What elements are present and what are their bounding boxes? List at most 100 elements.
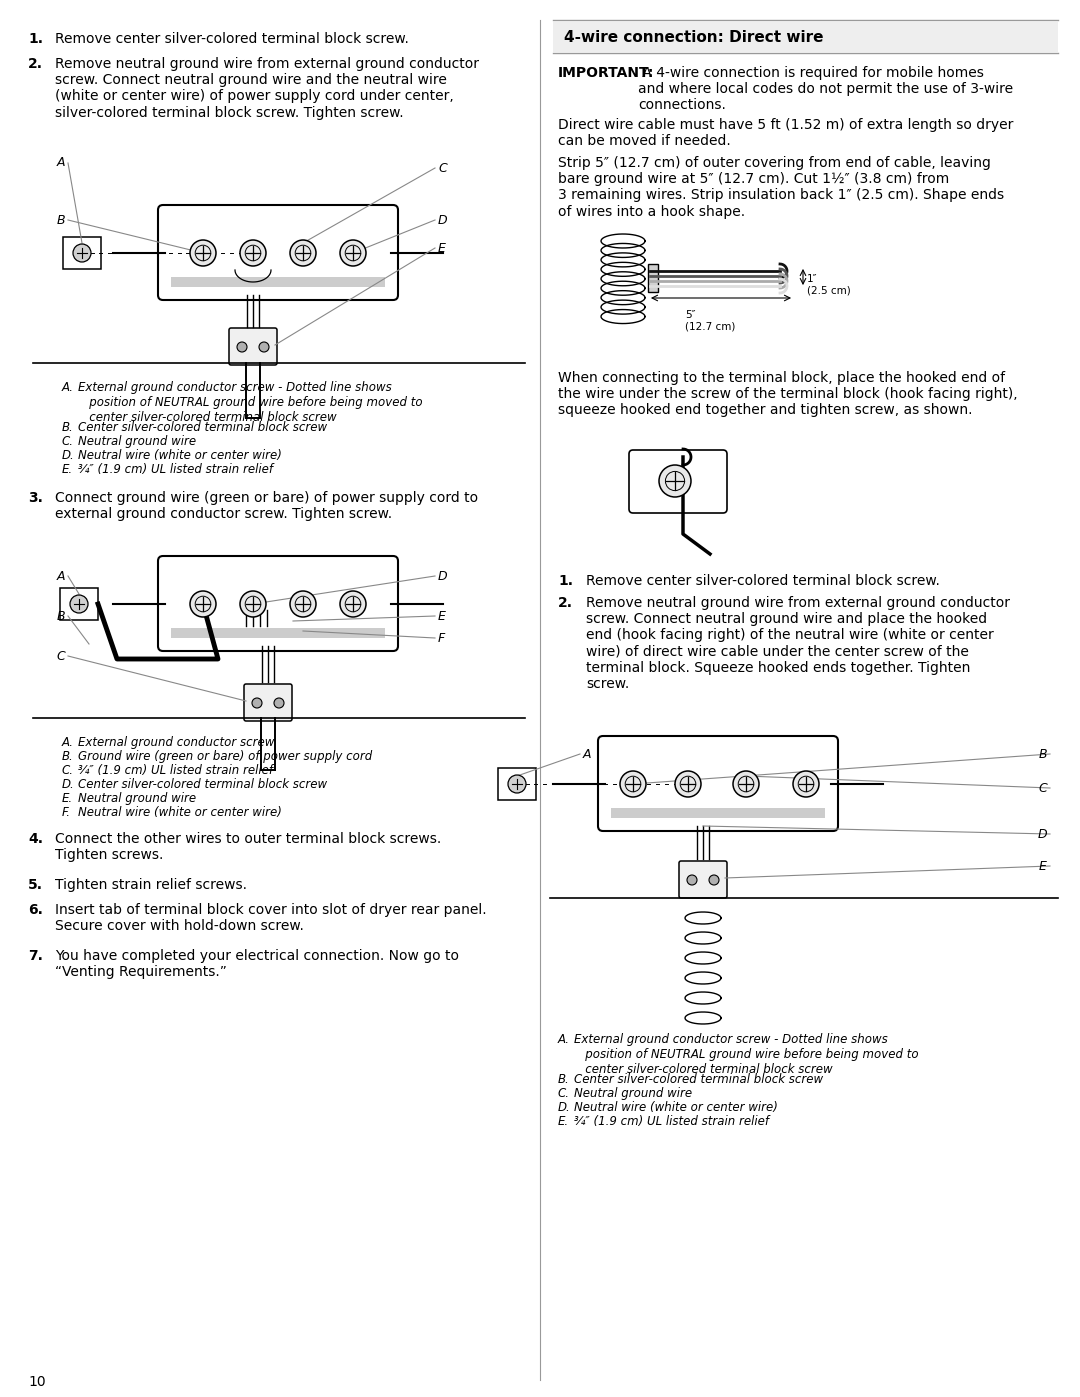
Text: 3.: 3. [28, 490, 43, 504]
Text: C.: C. [62, 434, 75, 448]
Circle shape [73, 244, 91, 263]
Text: D: D [1038, 827, 1047, 841]
FancyBboxPatch shape [629, 450, 727, 513]
Text: IMPORTANT:: IMPORTANT: [558, 66, 654, 80]
Bar [498, 768, 536, 800]
Text: 2.: 2. [28, 57, 43, 71]
Circle shape [252, 698, 262, 708]
Text: Neutral ground wire: Neutral ground wire [78, 434, 197, 448]
Circle shape [237, 342, 247, 352]
Bar [63, 237, 102, 270]
Text: E.: E. [558, 1115, 569, 1127]
Text: 1.: 1. [558, 574, 573, 588]
Text: Insert tab of terminal block cover into slot of dryer rear panel.
Secure cover w: Insert tab of terminal block cover into … [55, 902, 487, 933]
Text: F.: F. [62, 806, 71, 819]
Text: 1″
(2.5 cm): 1″ (2.5 cm) [807, 274, 851, 296]
Text: B: B [56, 214, 65, 226]
FancyBboxPatch shape [158, 556, 399, 651]
Text: Neutral ground wire: Neutral ground wire [78, 792, 197, 805]
Text: Center silver-colored terminal block screw: Center silver-colored terminal block scr… [573, 1073, 823, 1085]
Circle shape [708, 875, 719, 886]
FancyBboxPatch shape [679, 861, 727, 898]
Text: C: C [438, 162, 447, 175]
Text: 7.: 7. [28, 949, 43, 963]
Text: Ground wire (green or bare) of power supply cord: Ground wire (green or bare) of power sup… [78, 750, 373, 763]
Text: External ground conductor screw - Dotted line shows
   position of NEUTRAL groun: External ground conductor screw - Dotted… [78, 381, 422, 425]
FancyBboxPatch shape [229, 328, 276, 365]
Text: E: E [438, 242, 446, 254]
Text: 5″
(12.7 cm): 5″ (12.7 cm) [685, 310, 735, 331]
Circle shape [687, 875, 697, 886]
Text: 4-wire connection: Direct wire: 4-wire connection: Direct wire [564, 29, 824, 45]
Circle shape [620, 771, 646, 798]
FancyBboxPatch shape [598, 736, 838, 831]
Text: Tighten strain relief screws.: Tighten strain relief screws. [55, 877, 247, 893]
Text: External ground conductor screw - Dotted line shows
   position of NEUTRAL groun: External ground conductor screw - Dotted… [573, 1032, 919, 1076]
Text: B.: B. [62, 750, 73, 763]
Text: 4.: 4. [28, 833, 43, 847]
Text: Remove center silver-colored terminal block screw.: Remove center silver-colored terminal bl… [586, 574, 940, 588]
Text: C.: C. [62, 764, 75, 777]
Text: D: D [438, 214, 447, 226]
Text: 6.: 6. [28, 902, 43, 916]
Text: Connect the other wires to outer terminal block screws.
Tighten screws.: Connect the other wires to outer termina… [55, 833, 442, 862]
Bar [648, 264, 658, 292]
Text: ¾″ (1.9 cm) UL listed strain relief: ¾″ (1.9 cm) UL listed strain relief [78, 462, 273, 476]
Text: C: C [1038, 781, 1047, 795]
Text: Center silver-colored terminal block screw: Center silver-colored terminal block scr… [78, 778, 327, 791]
Text: A.: A. [62, 736, 75, 749]
Circle shape [508, 775, 526, 793]
Circle shape [70, 595, 87, 613]
Circle shape [340, 240, 366, 265]
Text: A: A [56, 570, 65, 583]
Text: E.: E. [62, 462, 73, 476]
Bar [60, 588, 98, 620]
Text: E: E [438, 609, 446, 623]
Text: C: C [56, 650, 65, 662]
Text: A 4-wire connection is required for mobile homes
and where local codes do not pe: A 4-wire connection is required for mobi… [638, 66, 1013, 112]
Circle shape [659, 465, 691, 497]
Text: Remove neutral ground wire from external ground conductor
screw. Connect neutral: Remove neutral ground wire from external… [55, 57, 480, 120]
Text: 2.: 2. [558, 597, 573, 610]
Text: 5.: 5. [28, 877, 43, 893]
Text: Connect ground wire (green or bare) of power supply cord to
external ground cond: Connect ground wire (green or bare) of p… [55, 490, 478, 521]
Circle shape [240, 240, 266, 265]
Text: A: A [583, 747, 592, 760]
Text: A.: A. [62, 381, 75, 394]
Circle shape [733, 771, 759, 798]
Text: ¾″ (1.9 cm) UL listed strain relief: ¾″ (1.9 cm) UL listed strain relief [78, 764, 273, 777]
Circle shape [793, 771, 819, 798]
Circle shape [291, 591, 316, 617]
Circle shape [240, 591, 266, 617]
Bar [171, 277, 384, 286]
Text: D.: D. [62, 448, 75, 462]
Circle shape [259, 342, 269, 352]
Text: B.: B. [62, 420, 73, 434]
Text: B: B [56, 609, 65, 623]
Text: Direct wire cable must have 5 ft (1.52 m) of extra length so dryer
can be moved : Direct wire cable must have 5 ft (1.52 m… [558, 117, 1013, 148]
Text: Neutral wire (white or center wire): Neutral wire (white or center wire) [78, 806, 282, 819]
Circle shape [675, 771, 701, 798]
Text: ¾″ (1.9 cm) UL listed strain relief: ¾″ (1.9 cm) UL listed strain relief [573, 1115, 769, 1127]
Text: F: F [438, 631, 445, 644]
Bar [553, 22, 1058, 52]
Text: Remove center silver-colored terminal block screw.: Remove center silver-colored terminal bl… [55, 32, 409, 46]
FancyBboxPatch shape [158, 205, 399, 300]
Bar [171, 629, 384, 638]
Text: D: D [438, 570, 447, 583]
Text: E: E [1039, 859, 1047, 873]
Circle shape [274, 698, 284, 708]
Text: When connecting to the terminal block, place the hooked end of
the wire under th: When connecting to the terminal block, p… [558, 372, 1017, 418]
Circle shape [340, 591, 366, 617]
Text: D.: D. [62, 778, 75, 791]
Text: Neutral wire (white or center wire): Neutral wire (white or center wire) [78, 448, 282, 462]
Circle shape [190, 240, 216, 265]
Text: Neutral ground wire: Neutral ground wire [573, 1087, 692, 1099]
Text: E.: E. [62, 792, 73, 805]
Text: Center silver-colored terminal block screw: Center silver-colored terminal block scr… [78, 420, 327, 434]
Text: A.: A. [558, 1032, 570, 1046]
Circle shape [291, 240, 316, 265]
Text: 1.: 1. [28, 32, 43, 46]
Text: A: A [56, 156, 65, 169]
Text: C.: C. [558, 1087, 570, 1099]
